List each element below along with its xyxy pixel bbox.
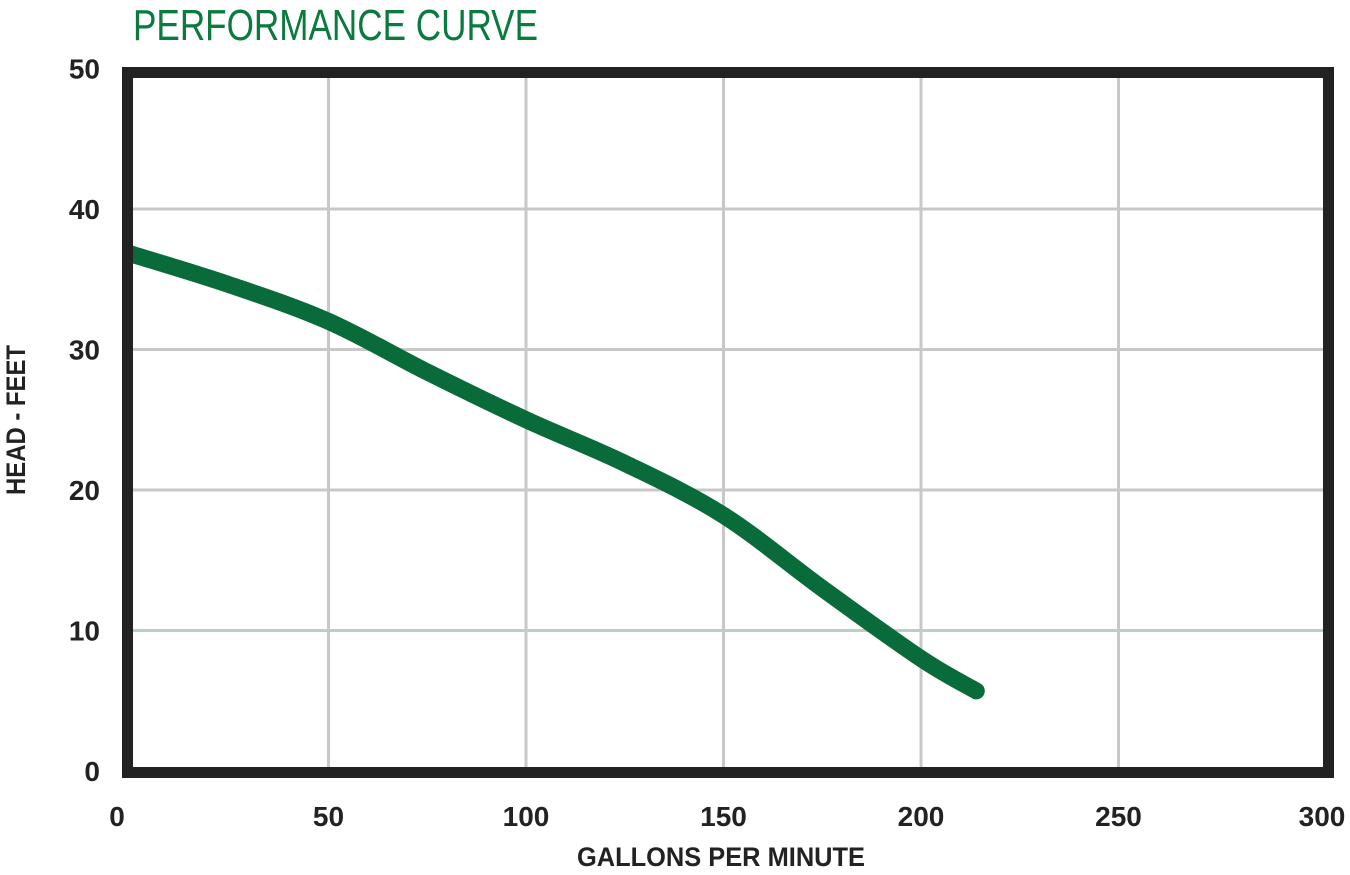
y-tick-label: 20 — [69, 475, 100, 506]
y-axis-label: HEAD - FEET — [1, 345, 31, 495]
x-tick-label: 300 — [1299, 801, 1346, 832]
y-axis-ticks: 0 10 20 30 40 50 — [69, 54, 100, 788]
y-tick-label: 10 — [69, 616, 100, 647]
x-tick-label: 200 — [898, 801, 945, 832]
x-axis-ticks: 0 50 100 150 200 250 300 — [109, 801, 1345, 832]
plot-frame — [122, 67, 1334, 778]
y-tick-label: 50 — [69, 54, 100, 85]
x-axis-label: GALLONS PER MINUTE — [577, 842, 865, 872]
x-tick-label: 0 — [109, 801, 125, 832]
x-tick-label: 50 — [313, 801, 344, 832]
series-line — [122, 245, 985, 700]
y-tick-label: 30 — [69, 335, 100, 366]
x-tick-label: 100 — [503, 801, 550, 832]
y-tick-label: 40 — [69, 194, 100, 225]
gridlines — [130, 75, 1326, 770]
x-tick-label: 250 — [1095, 801, 1142, 832]
x-tick-label: 150 — [700, 801, 747, 832]
y-tick-label: 0 — [84, 756, 100, 787]
chart-title: PERFORMANCE CURVE — [133, 1, 538, 50]
